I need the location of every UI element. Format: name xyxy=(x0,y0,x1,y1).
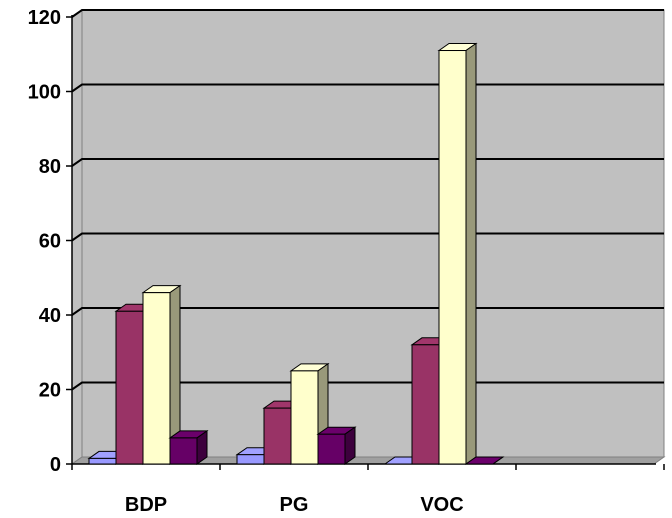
y-tick-label: 40 xyxy=(39,305,61,327)
bar xyxy=(316,426,357,465)
y-tick-label: 120 xyxy=(28,7,61,29)
bar xyxy=(141,284,182,465)
bar-front-face xyxy=(317,433,346,465)
y-tick-label: 80 xyxy=(39,156,61,178)
bar-side-face xyxy=(344,426,356,465)
bars xyxy=(87,42,505,465)
bar-front-face xyxy=(115,310,144,465)
y-tick-label: 0 xyxy=(50,454,61,476)
bar-front-face xyxy=(142,292,171,465)
bar-side-face xyxy=(492,456,504,465)
x-axis-tick-labels: BDP PG VOC xyxy=(125,494,464,516)
bar xyxy=(437,42,478,465)
bar-front-face xyxy=(438,50,467,465)
bar-front-face xyxy=(169,437,198,465)
x-tick-label: BDP xyxy=(125,494,167,516)
bar-front-face xyxy=(236,454,265,465)
y-tick-label: 60 xyxy=(39,231,61,253)
y-axis-tick-labels: 0 20 40 60 80 100 120 xyxy=(28,7,61,476)
bar-front-face xyxy=(88,457,117,465)
bar-front-face xyxy=(411,344,440,465)
bar-front-face xyxy=(290,370,319,465)
y-tick-label: 20 xyxy=(39,380,61,402)
y-tick-label: 100 xyxy=(28,82,61,104)
bar xyxy=(168,429,209,465)
bar-side-face xyxy=(465,42,477,465)
x-tick-label: PG xyxy=(280,494,309,516)
gridline xyxy=(71,9,664,18)
bar-front-face xyxy=(263,407,292,465)
bar xyxy=(464,456,505,465)
x-tick-label: VOC xyxy=(420,494,463,516)
